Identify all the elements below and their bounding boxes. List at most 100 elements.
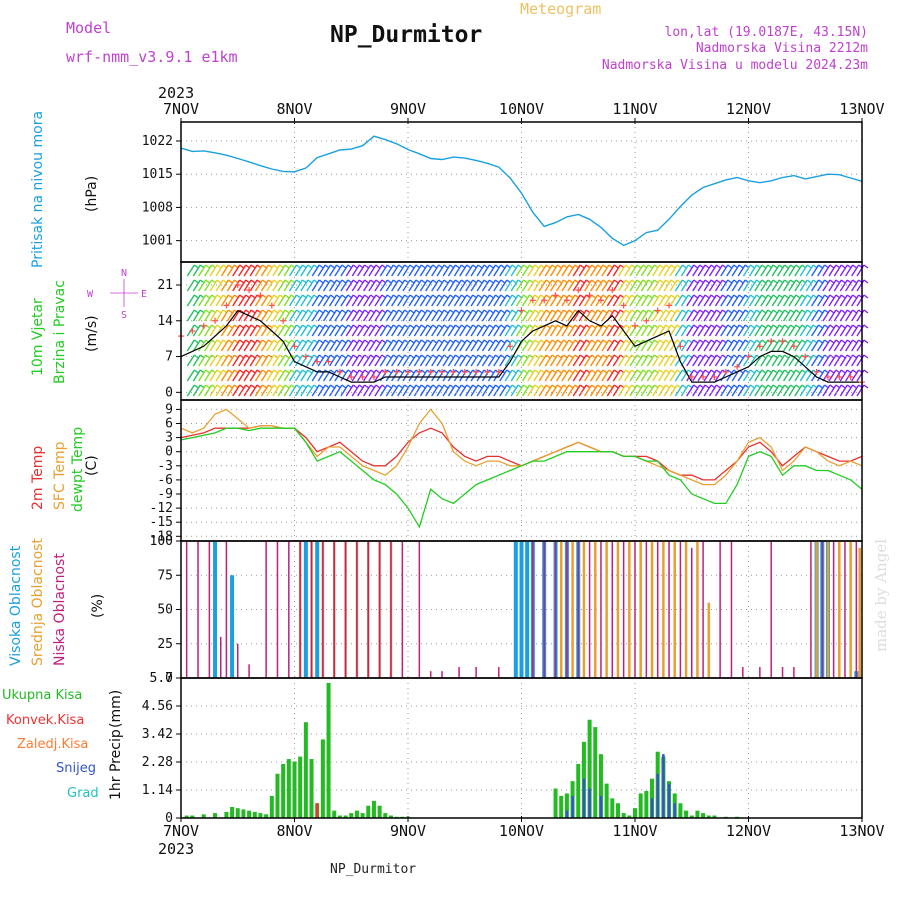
wind-barb — [192, 354, 201, 367]
wind-barb — [186, 294, 195, 307]
cloud-low-bar — [378, 541, 381, 678]
wind-barb — [544, 384, 553, 397]
wind-barb — [487, 294, 497, 307]
cloud-low-bar — [719, 541, 721, 678]
wind-barb — [504, 264, 513, 277]
wind-barb — [799, 339, 808, 352]
wind-barb-flag — [432, 264, 438, 269]
wind-y-tick-label: 0 — [165, 385, 173, 400]
wind-barb — [720, 324, 729, 337]
wind-barb — [453, 279, 462, 292]
wind-barb — [771, 264, 780, 277]
wind-barb — [374, 384, 383, 397]
wind-barb — [782, 294, 792, 307]
wind-barb — [811, 324, 820, 337]
wind-barb — [374, 339, 383, 352]
wind-barb-flag — [477, 294, 483, 299]
wind-barb — [799, 369, 808, 382]
wind-barb-flag — [738, 324, 744, 329]
wind-barb-flag — [863, 309, 869, 314]
wind-barb-flag — [262, 384, 267, 389]
wind-barb-flag — [784, 294, 789, 299]
wind-barb — [459, 324, 468, 337]
wind-barb — [499, 354, 508, 367]
wind-barb — [652, 384, 661, 397]
wind-barb — [322, 354, 332, 367]
wind-barb-flag — [704, 339, 710, 344]
cloud-low-bar — [742, 667, 744, 678]
wind-barb-flag — [318, 384, 324, 389]
precip-total-bar — [281, 763, 286, 818]
wind-barb — [748, 264, 758, 277]
wind-barb — [408, 324, 417, 337]
wind-barb — [447, 309, 456, 322]
wind-barb — [674, 279, 683, 292]
pressure-y-tick-label: 1022 — [142, 134, 173, 149]
wind-barb-flag — [330, 324, 335, 329]
wind-barb — [254, 264, 264, 277]
wind-barb — [413, 294, 422, 307]
wind-barb — [385, 339, 394, 352]
wind-barb — [680, 324, 689, 337]
wind-barb — [220, 264, 229, 277]
wind-barb-flag — [489, 369, 494, 374]
wind-barb — [334, 354, 343, 367]
wind-barb-flag — [852, 324, 858, 329]
wind-barb — [817, 309, 826, 322]
wind-barb-flag — [432, 294, 438, 299]
wind-barb — [549, 369, 559, 382]
wind-barb — [283, 294, 292, 307]
wind-barb — [431, 279, 440, 292]
wind-barb — [828, 384, 837, 397]
cloud-low-bar — [265, 541, 267, 678]
wind-barb-flag — [636, 279, 642, 284]
wind-barb — [499, 309, 508, 322]
wind-barb-flag — [307, 264, 313, 269]
wind-barb-flag — [602, 264, 608, 269]
wind-barb — [533, 339, 542, 352]
wind-barb — [624, 264, 633, 277]
wind-barb-flag — [523, 324, 528, 329]
precip-total-bar — [366, 805, 371, 818]
wind-barb-flag — [454, 309, 460, 314]
wind-barb — [425, 324, 434, 337]
model-name: wrf-nmm_v3.9.1 e1km — [66, 48, 238, 66]
wind-barb-flag — [466, 354, 472, 359]
wind-barb — [431, 309, 440, 322]
wind-barb-flag — [704, 354, 710, 359]
wind-barb — [481, 279, 491, 292]
wind-barb-flag — [591, 354, 597, 359]
pressure-y-tick-label: 1001 — [142, 234, 173, 249]
wind-barb — [833, 369, 842, 382]
wind-barb — [260, 354, 270, 367]
wind-barb — [300, 369, 309, 382]
wind-barb — [584, 354, 593, 367]
wind-barb — [397, 264, 406, 277]
wind-barb — [737, 384, 746, 397]
wind-barb — [232, 294, 241, 307]
cloud-high-bar — [513, 541, 518, 678]
cloud-low-bar — [441, 671, 443, 678]
wind-barb-flag — [205, 294, 211, 299]
wind-barb — [590, 324, 599, 337]
wind-barb — [765, 384, 774, 397]
wind-barb — [760, 324, 769, 337]
precip-snow-bar — [582, 778, 586, 818]
cloud-y-tick-label: 100 — [150, 534, 173, 549]
wind-barb-flag — [568, 369, 574, 374]
cloud-low-bar — [475, 667, 477, 678]
wind-barb — [351, 384, 360, 397]
cloud-low-bar — [679, 541, 682, 678]
precip-total-bar — [343, 815, 348, 818]
x-tick-label-top: 8NOV — [276, 100, 312, 118]
wind-barb — [674, 384, 683, 397]
wind-barb — [658, 264, 667, 277]
wind-barb-flag — [613, 339, 619, 344]
wind-barb-flag — [840, 369, 846, 374]
cloud-low-bar — [276, 541, 279, 678]
wind-barb-flag — [386, 294, 392, 299]
wind-barb-flag — [795, 309, 801, 314]
wind-barb — [754, 264, 763, 277]
wind-barb-flag — [432, 309, 438, 314]
precip-total-bar — [371, 800, 376, 818]
